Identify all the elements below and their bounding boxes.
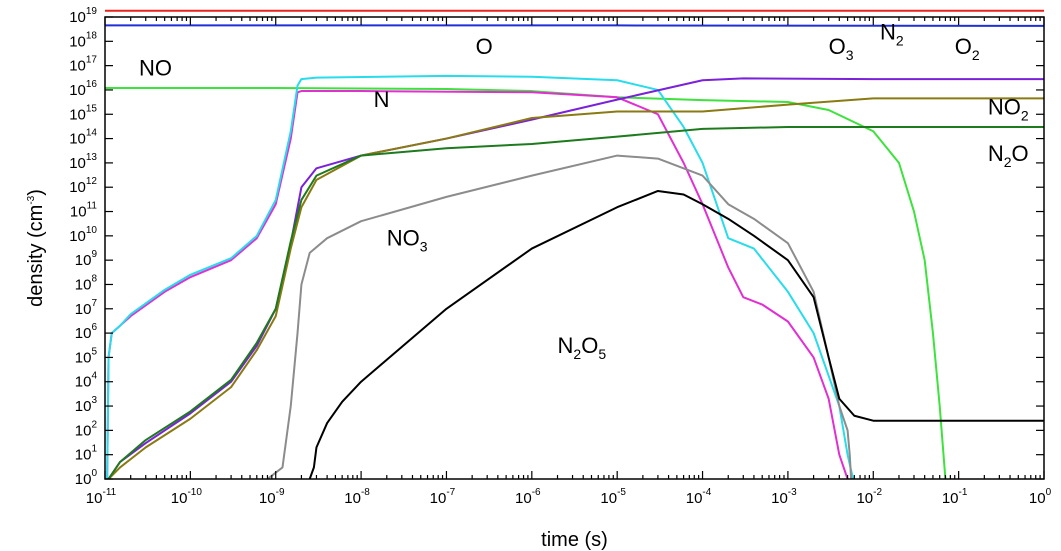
- series-lines: [105, 9, 1045, 480]
- x-tick-label: 10-9: [259, 487, 285, 507]
- y-tick-label: 1014: [69, 128, 97, 148]
- species-label-NO3: NO3: [387, 226, 428, 255]
- species-label-NO: NO: [139, 55, 172, 80]
- y-tick-label: 100: [75, 468, 98, 488]
- x-tick-label: 10-2: [856, 487, 882, 507]
- y-tick-label: 106: [75, 322, 98, 342]
- species-label-N2O5: N2O5: [558, 333, 607, 362]
- x-tick-label: 10-10: [171, 487, 203, 507]
- y-tick-label: 105: [75, 346, 98, 366]
- y-tick-label: 1011: [70, 201, 98, 221]
- y-tick-label: 1010: [69, 225, 97, 245]
- y-axis-label-base: density (cm: [25, 205, 47, 307]
- y-tick-label: 1019: [69, 6, 97, 26]
- y-tick-labels: 100 101 102 103 104 105 106 107 108 109 1010 1011 10…: [69, 6, 97, 488]
- y-axis-label-sup: -3: [26, 195, 37, 204]
- series-line-n: [106, 90, 849, 480]
- x-tick-labels: 10-11 10-10 10-9 10-8 10-7 10-6 10-5 10-4 10-3 10…: [86, 487, 1052, 507]
- y-tick-label: 104: [75, 371, 98, 391]
- series-line-no3: [266, 154, 853, 480]
- y-tick-label: 103: [75, 395, 98, 415]
- species-label-N2O: N2O: [988, 141, 1029, 170]
- y-tick-label: 107: [75, 298, 98, 318]
- species-label-O: O: [476, 34, 493, 59]
- series-line-no: [105, 87, 947, 480]
- x-axis-label: time (s): [541, 529, 608, 551]
- series-line-o3: [107, 77, 1044, 480]
- plot-frame: [104, 16, 1045, 480]
- x-tick-label: 100: [1029, 487, 1052, 507]
- y-tick-label: 108: [75, 273, 98, 293]
- species-label-O2: O2: [955, 34, 980, 63]
- y-tick-label: 1012: [69, 176, 97, 196]
- species-labels: NO O O3 N2 O2 N NO2 N2O NO3 N2O5: [139, 19, 1029, 362]
- y-tick-label: 1013: [69, 152, 97, 172]
- x-tick-label: 10-6: [515, 487, 541, 507]
- y-tick-label: 1016: [69, 79, 97, 99]
- species-label-NO2: NO2: [988, 94, 1029, 123]
- x-tick-label: 10-7: [430, 487, 456, 507]
- series-line-n2o: [107, 125, 1044, 480]
- species-label-O3: O3: [829, 34, 854, 63]
- y-tick-label: 101: [75, 444, 98, 464]
- y-tick-label: 109: [75, 249, 98, 269]
- y-tick-label: 102: [75, 419, 98, 439]
- y-axis-label: density (cm-3): [25, 189, 47, 307]
- x-tick-label: 10-3: [771, 487, 797, 507]
- species-label-N2: N2: [880, 19, 904, 48]
- y-tick-label: 1017: [69, 55, 97, 75]
- y-tick-label: 1015: [69, 103, 97, 123]
- y-tick-label: 1018: [69, 30, 97, 50]
- series-line-o: [106, 74, 855, 480]
- axis-ticks: [104, 16, 1045, 480]
- x-tick-label: 10-8: [344, 487, 370, 507]
- y-axis-label-close: ): [25, 189, 47, 196]
- x-tick-label: 10-1: [942, 487, 968, 507]
- x-tick-label: 10-5: [600, 487, 626, 507]
- species-label-N: N: [374, 87, 390, 112]
- series-line-n2o5: [308, 189, 1044, 480]
- x-tick-label: 10-11: [86, 487, 117, 507]
- series-line-no2: [107, 97, 1044, 480]
- x-tick-label: 10-4: [686, 487, 712, 507]
